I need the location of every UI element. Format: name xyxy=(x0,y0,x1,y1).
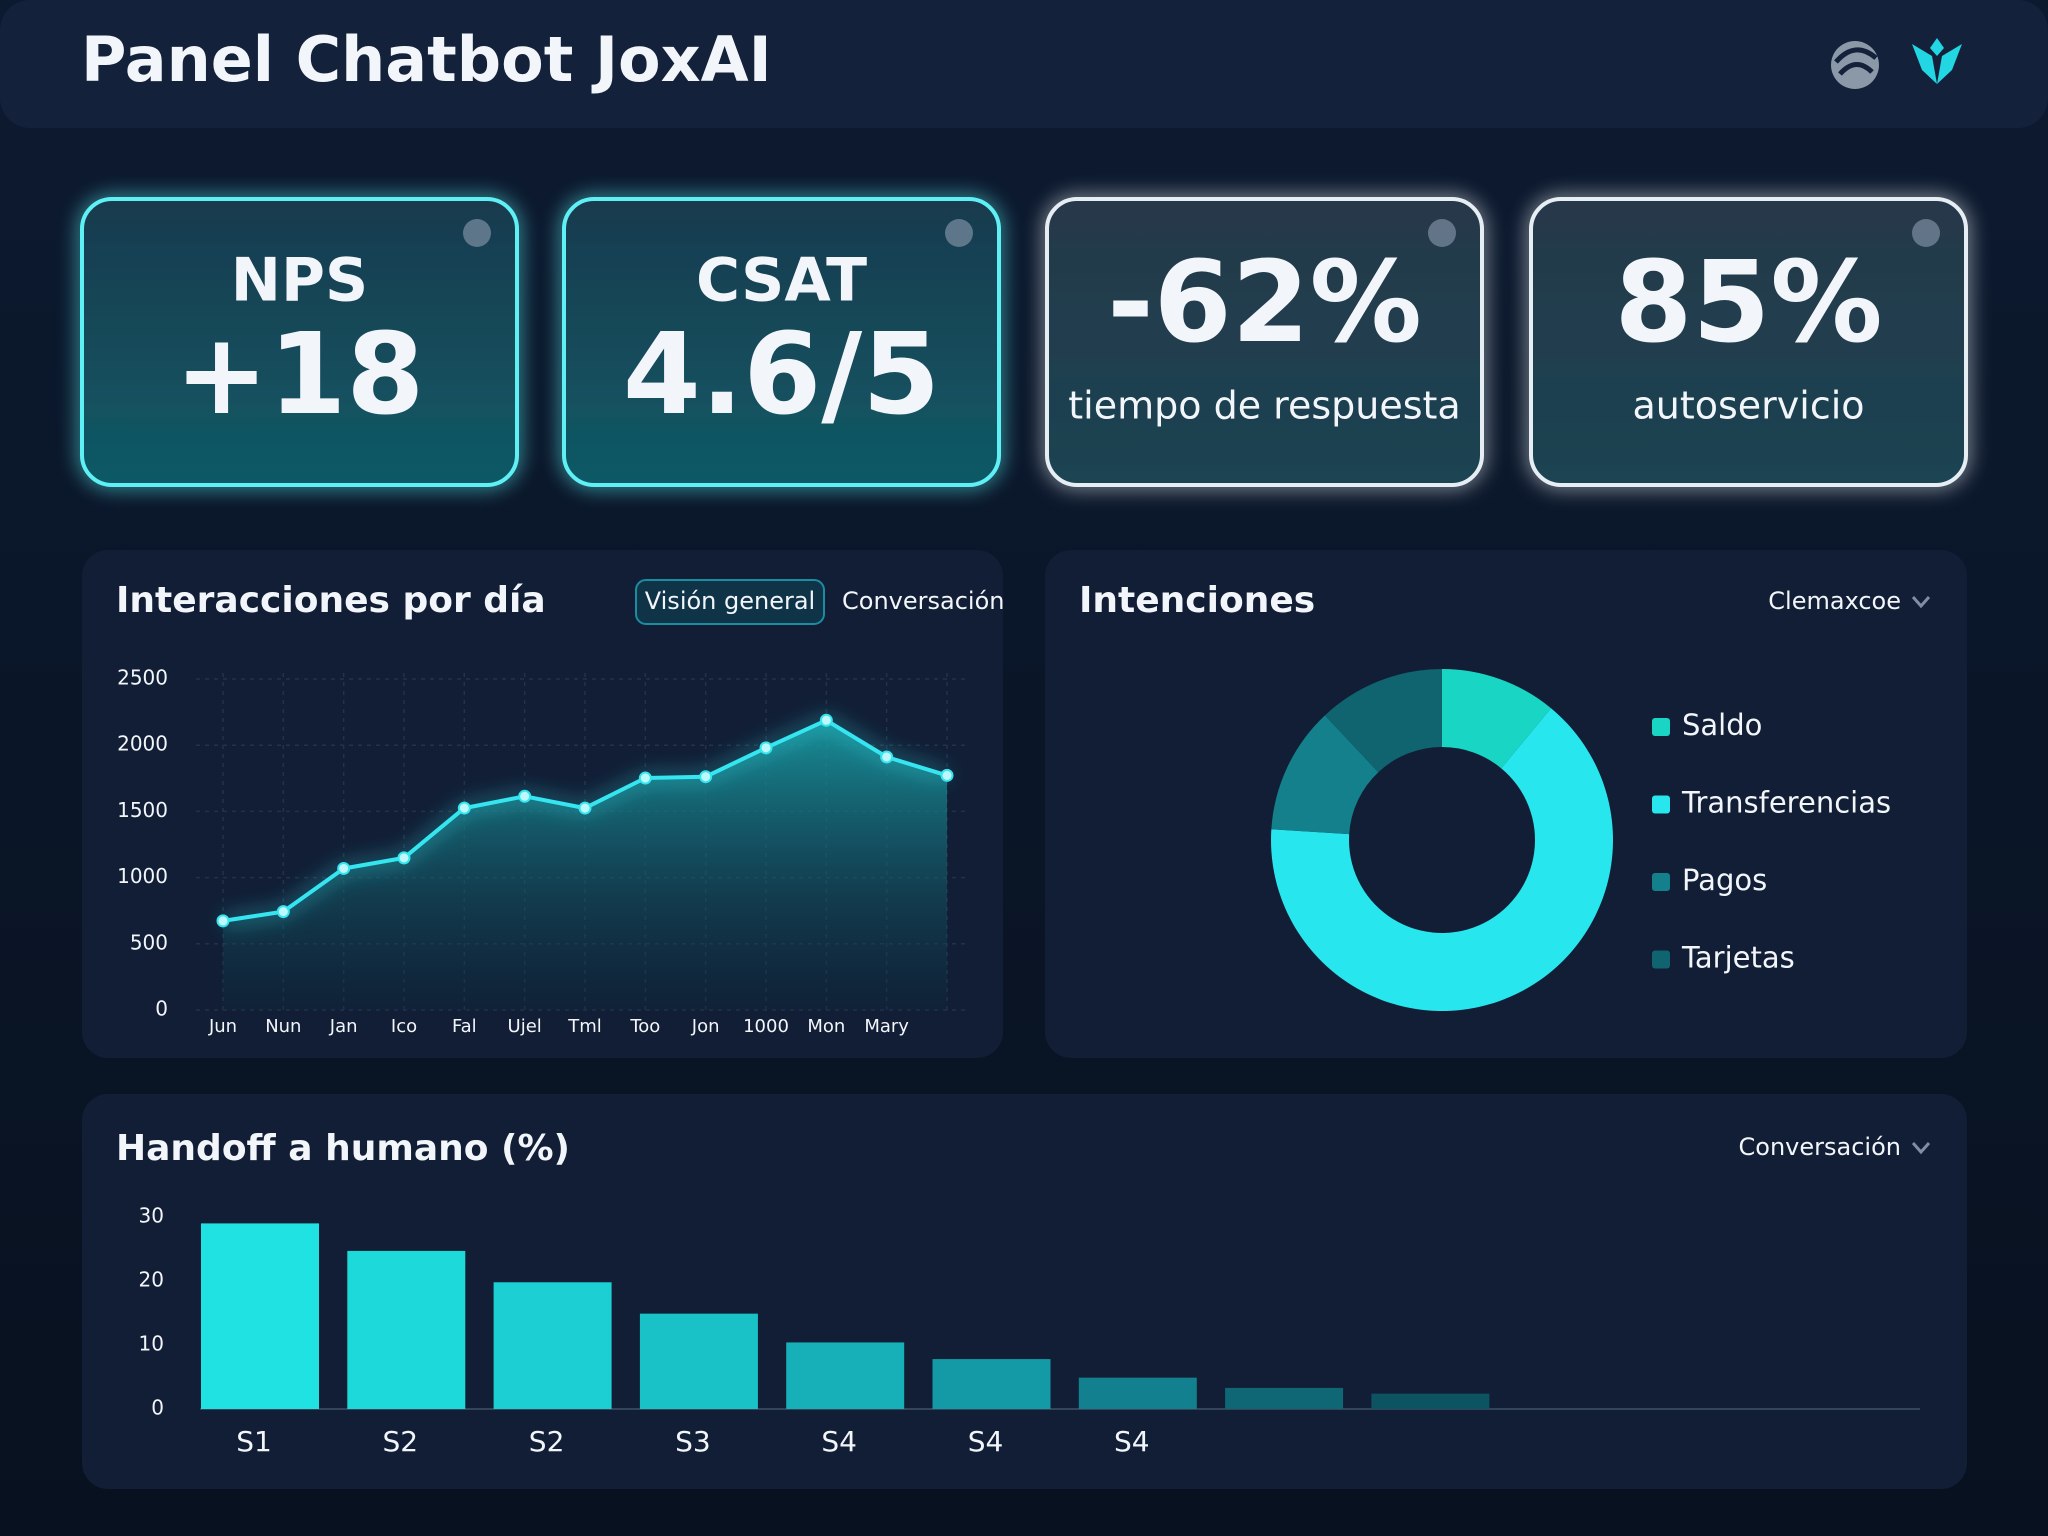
chart-title: Intenciones xyxy=(1079,580,1315,621)
x-tick-label: S2 xyxy=(529,1425,565,1458)
bar xyxy=(639,1313,758,1409)
point xyxy=(759,741,773,755)
point xyxy=(880,750,894,764)
kpi-decoration xyxy=(1428,219,1456,247)
area xyxy=(223,720,947,1010)
logo-icon[interactable] xyxy=(1912,38,1962,84)
header-icon[interactable] xyxy=(1831,41,1879,89)
y-tick-label: 2500 xyxy=(117,666,168,690)
tab[interactable]: Conversación xyxy=(842,587,1004,615)
x-tick-label: S3 xyxy=(675,1425,711,1458)
x-tick-label: Mon xyxy=(807,1016,845,1037)
x-tick-label: Jun xyxy=(208,1016,237,1037)
y-tick-label: 30 xyxy=(139,1204,164,1228)
x-tick-label: Tml xyxy=(567,1016,602,1037)
page-title: Panel Chatbot JoxAI xyxy=(81,23,772,96)
kpi-value: -62% xyxy=(1107,238,1422,368)
y-tick-label: 1500 xyxy=(117,798,168,822)
y-tick-label: 0 xyxy=(155,997,168,1021)
bar xyxy=(347,1250,466,1409)
pie-slice xyxy=(1442,669,1551,769)
tab-active[interactable] xyxy=(635,579,825,625)
panel xyxy=(1045,550,1967,1058)
kpi-label: CSAT xyxy=(696,246,867,316)
x-tick-label: Too xyxy=(629,1016,660,1037)
x-tick-label: Jon xyxy=(691,1016,720,1037)
bar xyxy=(201,1223,319,1409)
legend-label: Saldo xyxy=(1682,708,1762,742)
legend-label: Pagos xyxy=(1682,863,1767,897)
y-tick-label: 10 xyxy=(139,1332,164,1356)
legend-swatch xyxy=(1652,718,1670,736)
bar xyxy=(1078,1377,1197,1409)
legend-swatch xyxy=(1652,795,1670,814)
point xyxy=(276,905,290,919)
point xyxy=(638,771,652,785)
x-tick-label: S4 xyxy=(1114,1425,1150,1458)
pie-slice xyxy=(1271,708,1614,1011)
x-tick-label: S2 xyxy=(383,1425,419,1458)
kpi-card xyxy=(1529,197,1968,487)
x-tick-label: Ujel xyxy=(508,1016,542,1037)
tab[interactable]: Visión general xyxy=(645,587,815,615)
point xyxy=(578,801,592,815)
kpi-value: +18 xyxy=(175,310,425,440)
legend-swatch xyxy=(1652,873,1670,891)
bar xyxy=(1225,1387,1344,1409)
x-tick-label: S4 xyxy=(968,1425,1004,1458)
point xyxy=(819,713,833,727)
bar xyxy=(493,1282,612,1409)
y-tick-label: 0 xyxy=(151,1396,164,1420)
kpi-decoration xyxy=(463,219,491,247)
x-tick-label: S1 xyxy=(236,1425,272,1458)
point xyxy=(397,851,411,865)
legend-label: Transferencias xyxy=(1681,786,1891,820)
x-tick-label: Mary xyxy=(864,1016,909,1037)
kpi-label: NPS xyxy=(231,246,368,316)
dropdown[interactable]: Clemaxcoe xyxy=(1768,587,1901,615)
y-tick-label: 2000 xyxy=(117,732,168,756)
kpi-decoration xyxy=(945,219,973,247)
y-tick-label: 500 xyxy=(130,930,168,954)
x-tick-label: Fal xyxy=(452,1016,477,1037)
x-tick-label: Jan xyxy=(329,1016,358,1037)
kpi-label: tiempo de respuesta xyxy=(1068,384,1460,428)
y-tick-label: 20 xyxy=(139,1268,164,1292)
pie-slice xyxy=(1271,715,1379,835)
point xyxy=(518,789,532,803)
dropdown-chevron xyxy=(1911,596,1931,609)
dropdown-chevron xyxy=(1911,1142,1931,1155)
point xyxy=(940,768,954,782)
point xyxy=(699,770,713,784)
x-tick-label: S4 xyxy=(821,1425,857,1458)
bar xyxy=(786,1342,905,1409)
chart-title: Handoff a humano (%) xyxy=(116,1128,570,1169)
x-tick-label: 1000 xyxy=(743,1016,789,1037)
header-bar xyxy=(0,0,2048,128)
chart-title: Interacciones por día xyxy=(116,580,546,621)
point xyxy=(216,914,230,928)
kpi-card xyxy=(562,197,1001,487)
y-tick-label: 1000 xyxy=(117,864,168,888)
point xyxy=(337,861,351,875)
kpi-value: 4.6/5 xyxy=(623,310,940,440)
legend-label: Tarjetas xyxy=(1681,941,1795,975)
kpi-decoration xyxy=(1912,219,1940,247)
dropdown[interactable]: Conversación xyxy=(1739,1133,1901,1161)
bar xyxy=(1371,1393,1490,1409)
x-tick-label: Ico xyxy=(391,1016,417,1037)
point xyxy=(457,801,471,815)
x-tick-label: Nun xyxy=(265,1016,301,1037)
kpi-value: 85% xyxy=(1614,238,1882,368)
kpi-card xyxy=(1045,197,1484,487)
kpi-label: autoservicio xyxy=(1632,384,1864,428)
pie-slice xyxy=(1324,669,1442,773)
bar xyxy=(932,1359,1051,1409)
kpi-card xyxy=(80,197,519,487)
legend-swatch xyxy=(1652,950,1670,969)
